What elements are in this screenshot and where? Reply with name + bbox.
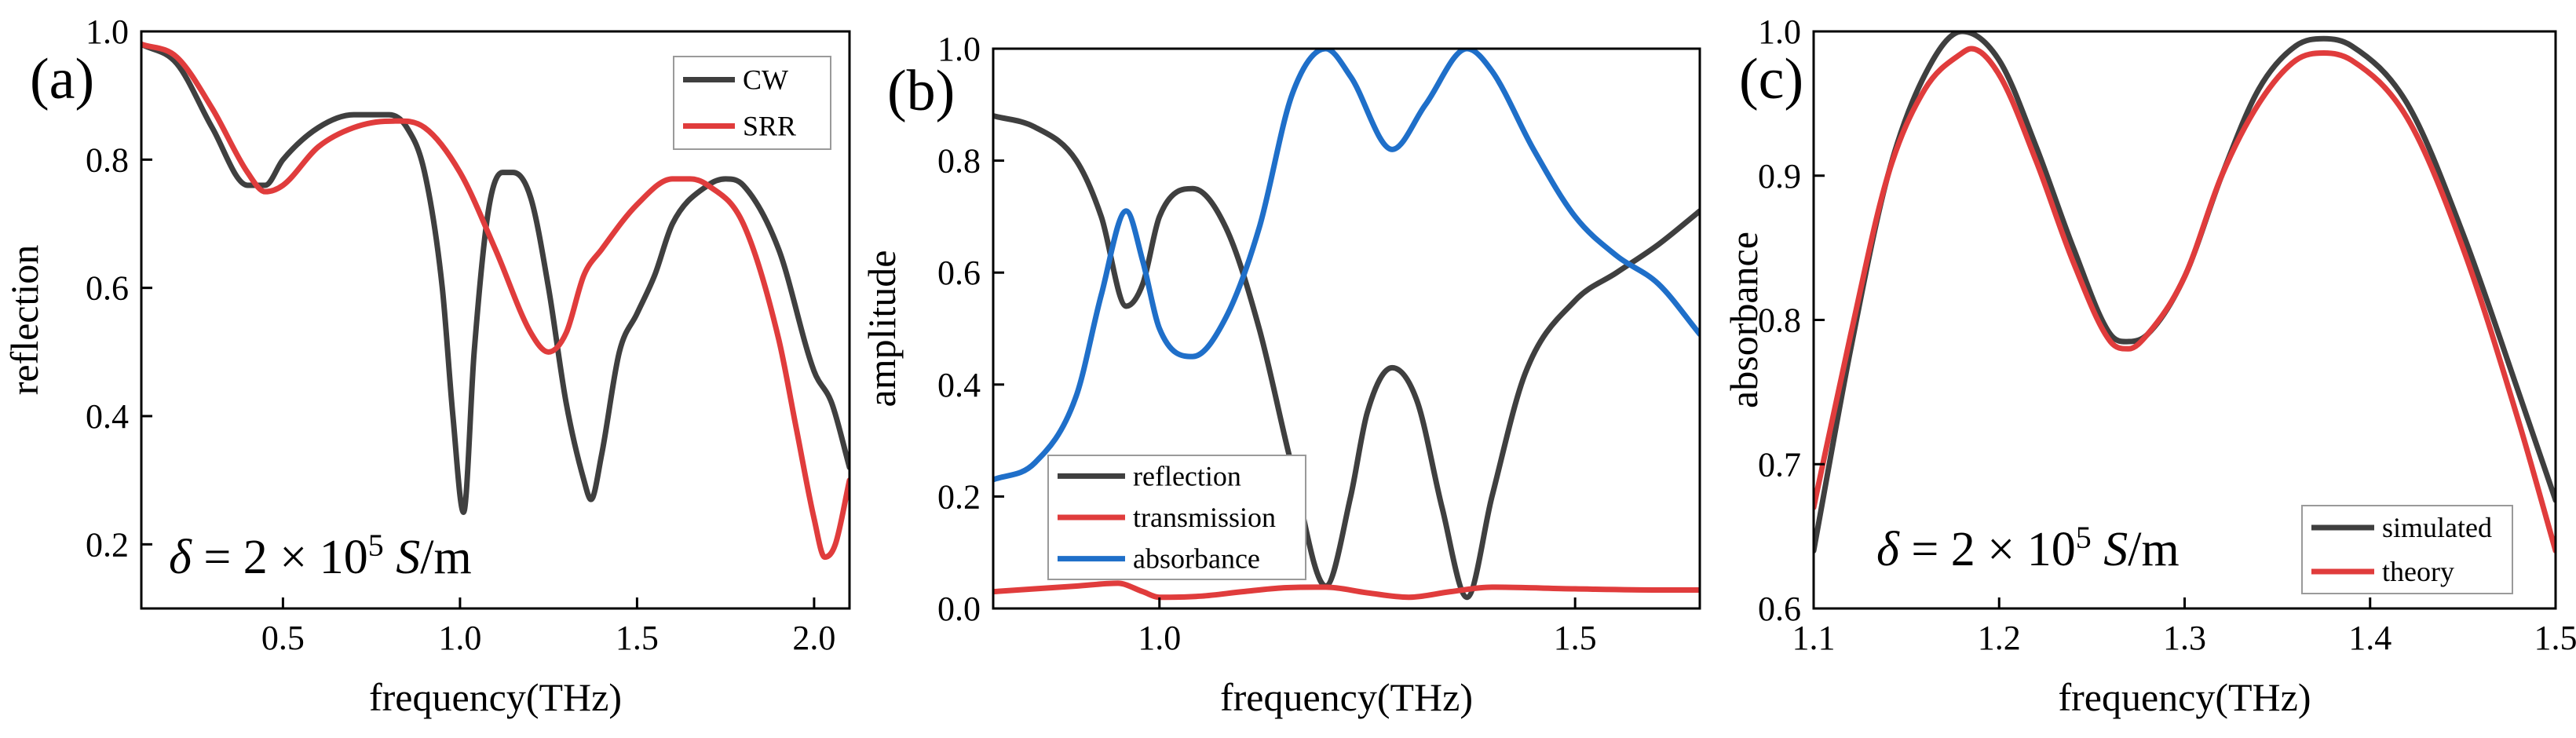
series-line-simulated xyxy=(1814,31,2556,554)
conductivity-annotation: δ = 2 × 105 S/m xyxy=(1876,520,2180,577)
plot-frame xyxy=(140,30,851,610)
series-line-CW xyxy=(141,41,850,515)
legend-label-CW: CW xyxy=(743,64,788,96)
x-tick-label: 1.5 xyxy=(616,619,659,657)
legend-box xyxy=(2301,505,2513,594)
conductivity-annotation: δ = 2 × 105 S/m xyxy=(169,528,472,585)
panel-label: (c) xyxy=(1739,47,1803,111)
legend-box xyxy=(673,56,831,150)
legend-label-reflection: reflection xyxy=(1133,460,1241,491)
y-tick-label: 0.2 xyxy=(937,477,981,516)
x-tick-label: 1.5 xyxy=(1554,619,1597,657)
chart-panel-1: 0.5 1.0 1.5 2.0 0.2 0.4 0.6 0.8 1.0 frequency(THz… xyxy=(2,13,851,719)
x-tick-label: 1.0 xyxy=(438,619,481,657)
x-axis-title: frequency(THz) xyxy=(369,675,622,719)
legend-label-SRR: SRR xyxy=(743,111,796,142)
x-axis-title: frequency(THz) xyxy=(2058,675,2311,719)
x-tick-label: 1.3 xyxy=(2163,619,2206,657)
x-tick-label: 1.1 xyxy=(1792,619,1836,657)
panel-label: (a) xyxy=(30,47,94,111)
y-tick-label: 0.4 xyxy=(937,366,981,404)
y-tick-label: 1.0 xyxy=(937,30,981,68)
y-tick-label: 1.0 xyxy=(1758,13,1801,51)
y-tick-label: 0.4 xyxy=(86,397,129,436)
series-line-transmission xyxy=(993,580,1700,601)
y-tick-label: 1.0 xyxy=(86,13,129,51)
y-axis-title: amplitude xyxy=(860,250,904,407)
y-tick-label: 0.8 xyxy=(1758,301,1801,340)
legend-label-absorbance: absorbance xyxy=(1133,543,1260,575)
y-tick-label: 0.9 xyxy=(1758,157,1801,195)
legend-label-transmission: transmission xyxy=(1133,502,1276,533)
legend-label-theory: theory xyxy=(2382,556,2454,587)
x-axis-title: frequency(THz) xyxy=(1220,675,1473,719)
x-tick-label: 2.0 xyxy=(792,619,835,657)
series-line-theory xyxy=(1814,46,2556,554)
x-tick-label: 1.2 xyxy=(1978,619,2021,657)
series-line-absorbance xyxy=(993,49,1700,483)
y-tick-label: 0.2 xyxy=(86,525,129,564)
panel-label: (b) xyxy=(887,59,955,123)
series-line-reflection xyxy=(993,113,1700,601)
y-tick-label: 0.6 xyxy=(937,254,981,292)
y-tick-label: 0.8 xyxy=(86,141,129,179)
series-line-SRR xyxy=(141,41,850,561)
plot-frame xyxy=(992,47,1701,610)
legend-label-simulated: simulated xyxy=(2382,512,2492,543)
chart-panel-2: 1.0 1.5 0.0 0.2 0.4 0.6 0.8 1.0 frequency(THz) am… xyxy=(860,30,1701,719)
x-tick-label: 0.5 xyxy=(261,619,305,657)
y-axis-title: absorbance xyxy=(1722,232,1766,408)
x-tick-label: 1.5 xyxy=(2534,619,2576,657)
x-tick-label: 1.4 xyxy=(2348,619,2391,657)
y-tick-label: 0.0 xyxy=(937,590,981,628)
y-tick-label: 0.8 xyxy=(937,142,981,181)
x-tick-label: 1.0 xyxy=(1138,619,1181,657)
y-axis-title: reflection xyxy=(2,245,46,396)
y-tick-label: 0.6 xyxy=(1758,590,1801,628)
chart-panel-3: 1.1 1.2 1.3 1.4 1.5 0.6 0.7 0.8 0.9 1.0 frequency(… xyxy=(1722,13,2576,719)
y-tick-label: 0.6 xyxy=(86,269,129,308)
y-tick-label: 0.7 xyxy=(1758,445,1801,484)
